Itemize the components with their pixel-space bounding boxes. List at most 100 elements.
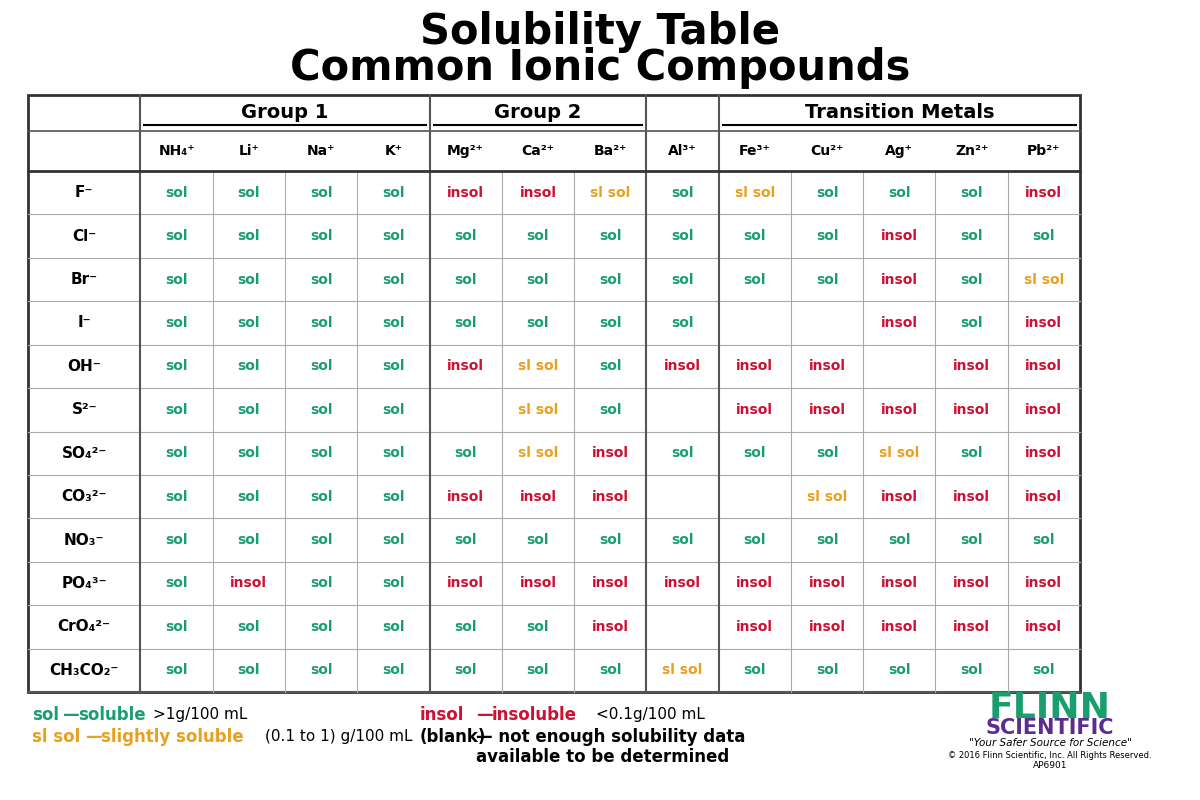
Text: sol: sol — [816, 663, 839, 678]
Text: insol: insol — [230, 577, 268, 590]
Text: AP6901: AP6901 — [1033, 761, 1067, 770]
Text: insol: insol — [1025, 446, 1062, 460]
Text: insol: insol — [809, 359, 846, 374]
Text: sol: sol — [599, 402, 622, 417]
Text: sol: sol — [32, 706, 59, 724]
Text: sol: sol — [744, 663, 766, 678]
Text: Group 1: Group 1 — [241, 103, 329, 122]
Text: SO₄²⁻: SO₄²⁻ — [61, 446, 107, 461]
Text: F⁻: F⁻ — [76, 186, 94, 200]
Text: sol: sol — [310, 273, 332, 286]
Text: sol: sol — [382, 316, 404, 330]
Text: sol: sol — [744, 273, 766, 286]
Text: sol: sol — [166, 533, 188, 547]
Text: insol: insol — [448, 577, 484, 590]
Text: insol: insol — [737, 577, 773, 590]
Text: insol: insol — [881, 402, 918, 417]
Text: sol: sol — [166, 663, 188, 678]
Text: insol: insol — [592, 620, 629, 634]
Text: sol: sol — [382, 186, 404, 200]
Text: sol: sol — [888, 186, 911, 200]
Text: insol: insol — [592, 577, 629, 590]
Text: sol: sol — [310, 229, 332, 243]
Text: sol: sol — [527, 316, 550, 330]
Text: sol: sol — [238, 186, 260, 200]
Text: sol: sol — [310, 490, 332, 504]
Text: sl sol: sl sol — [662, 663, 703, 678]
Text: sol: sol — [527, 663, 550, 678]
Text: SCIENTIFIC: SCIENTIFIC — [985, 718, 1115, 738]
Text: sol: sol — [455, 446, 476, 460]
Text: Pb²⁺: Pb²⁺ — [1027, 144, 1061, 158]
Text: sol: sol — [1033, 663, 1055, 678]
Text: insol: insol — [881, 620, 918, 634]
Text: sol: sol — [382, 620, 404, 634]
Text: available to be determined: available to be determined — [476, 748, 730, 766]
Text: Ca²⁺: Ca²⁺ — [522, 144, 554, 158]
Text: sol: sol — [816, 446, 839, 460]
Text: insol: insol — [953, 577, 990, 590]
Text: Solubility Table: Solubility Table — [420, 11, 780, 53]
Text: sol: sol — [166, 359, 188, 374]
Text: sol: sol — [960, 229, 983, 243]
Text: insol: insol — [809, 402, 846, 417]
Text: sol: sol — [599, 663, 622, 678]
Text: Br⁻: Br⁻ — [71, 272, 97, 287]
Text: CO₃²⁻: CO₃²⁻ — [61, 489, 107, 504]
Text: (0.1 to 1) g/100 mL: (0.1 to 1) g/100 mL — [265, 730, 413, 745]
Text: sol: sol — [455, 533, 476, 547]
Text: slightly soluble: slightly soluble — [101, 728, 244, 746]
Text: sol: sol — [238, 446, 260, 460]
Text: sol: sol — [671, 446, 694, 460]
Text: sol: sol — [744, 533, 766, 547]
Text: sol: sol — [455, 620, 476, 634]
Text: sol: sol — [310, 359, 332, 374]
Text: sol: sol — [166, 229, 188, 243]
Text: sol: sol — [310, 577, 332, 590]
Text: insol: insol — [1025, 359, 1062, 374]
Text: Common Ionic Compounds: Common Ionic Compounds — [290, 47, 910, 89]
Text: sol: sol — [599, 316, 622, 330]
Text: sol: sol — [527, 229, 550, 243]
Text: Cu²⁺: Cu²⁺ — [810, 144, 844, 158]
Text: sl sol: sl sol — [806, 490, 847, 504]
Text: sol: sol — [671, 186, 694, 200]
Text: insol: insol — [1025, 402, 1062, 417]
Text: sol: sol — [382, 446, 404, 460]
Text: Al³⁺: Al³⁺ — [668, 144, 697, 158]
Text: sol: sol — [166, 186, 188, 200]
Text: sol: sol — [310, 316, 332, 330]
Text: sol: sol — [238, 229, 260, 243]
Text: sl sol: sl sol — [590, 186, 630, 200]
Text: insol: insol — [1025, 577, 1062, 590]
Text: insol: insol — [448, 490, 484, 504]
Text: CH₃CO₂⁻: CH₃CO₂⁻ — [49, 662, 119, 678]
Text: sol: sol — [816, 273, 839, 286]
Text: OH⁻: OH⁻ — [67, 359, 101, 374]
Text: insol: insol — [520, 186, 557, 200]
Text: FLINN: FLINN — [989, 691, 1111, 725]
Text: Zn²⁺: Zn²⁺ — [955, 144, 989, 158]
Text: insol: insol — [1025, 186, 1062, 200]
Text: sl sol: sl sol — [518, 359, 558, 374]
Text: Ag⁺: Ag⁺ — [886, 144, 913, 158]
Text: insol: insol — [1025, 490, 1062, 504]
Text: sol: sol — [671, 316, 694, 330]
Text: sol: sol — [960, 533, 983, 547]
Text: sl sol: sl sol — [734, 186, 775, 200]
Text: NH₄⁺: NH₄⁺ — [158, 144, 194, 158]
Text: —: — — [85, 728, 102, 746]
Text: insol: insol — [448, 359, 484, 374]
Text: sol: sol — [238, 620, 260, 634]
Text: sol: sol — [744, 446, 766, 460]
Text: insol: insol — [953, 490, 990, 504]
Bar — [28, 95, 1080, 692]
Text: insol: insol — [881, 577, 918, 590]
Text: <0.1g/100 mL: <0.1g/100 mL — [596, 707, 704, 722]
Text: insol: insol — [592, 490, 629, 504]
Text: sol: sol — [166, 402, 188, 417]
Text: soluble: soluble — [78, 706, 145, 724]
Text: sol: sol — [166, 577, 188, 590]
Text: sol: sol — [382, 490, 404, 504]
Text: sol: sol — [527, 273, 550, 286]
